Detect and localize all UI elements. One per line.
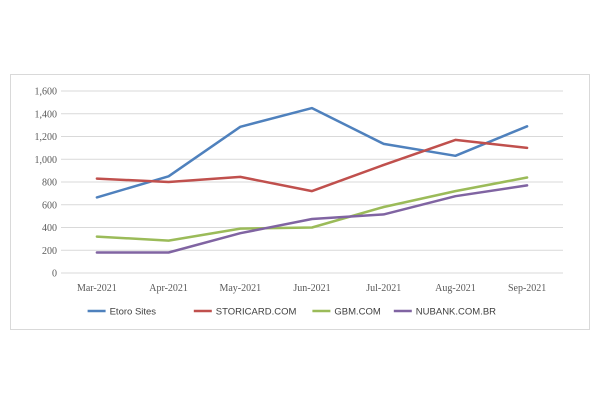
legend-label: GBM.COM bbox=[334, 307, 381, 318]
line-chart: 0 200 400 600 800 1,000 1,200 1,400 1,600 Mar-202… bbox=[35, 87, 563, 318]
y-tick-label: 600 bbox=[42, 200, 57, 211]
y-tick-label: 0 bbox=[52, 269, 57, 280]
legend-label: STORICARD.COM bbox=[216, 307, 297, 318]
x-tick-label: May-2021 bbox=[219, 283, 261, 294]
y-tick-label: 200 bbox=[42, 246, 57, 257]
series-line bbox=[95, 138, 529, 193]
y-tick-label: 1,600 bbox=[35, 87, 58, 98]
series-line bbox=[95, 176, 529, 242]
y-tick-label: 1,400 bbox=[35, 109, 58, 120]
legend-label: Etoro Sites bbox=[110, 307, 157, 318]
x-tick-label: Sep-2021 bbox=[508, 283, 546, 294]
x-tick-label: Aug-2021 bbox=[435, 283, 476, 294]
y-tick-label: 800 bbox=[42, 178, 57, 189]
series-line bbox=[95, 184, 529, 254]
y-tick-label: 1,200 bbox=[35, 132, 58, 143]
x-tick-label: Jun-2021 bbox=[293, 283, 330, 294]
y-tick-label: 1,000 bbox=[35, 155, 58, 166]
series-line bbox=[95, 106, 529, 199]
y-tick-label: 400 bbox=[42, 223, 57, 234]
legend-label: NUBANK.COM.BR bbox=[416, 307, 496, 318]
x-tick-label: Mar-2021 bbox=[77, 283, 117, 294]
x-tick-label: Jul-2021 bbox=[366, 283, 401, 294]
chart-area: 0 200 400 600 800 1,000 1,200 1,400 1,600 Mar-202… bbox=[10, 74, 590, 330]
x-tick-label: Apr-2021 bbox=[149, 283, 188, 294]
